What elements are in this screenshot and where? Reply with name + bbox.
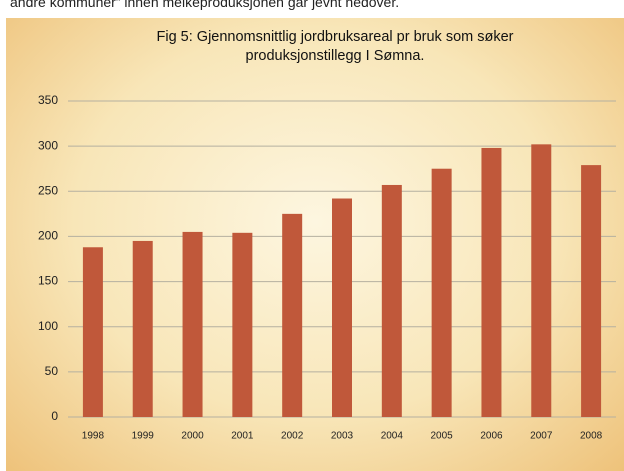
- bar: [132, 240, 153, 417]
- x-tick-label: 2006: [480, 431, 503, 442]
- y-tick-label: 100: [38, 319, 58, 333]
- bar: [332, 198, 352, 417]
- y-tick-label: 300: [38, 138, 58, 152]
- bar: [381, 184, 402, 417]
- x-tick-label: 2007: [530, 431, 553, 442]
- bar: [182, 231, 203, 417]
- x-tick-label: 2000: [181, 431, 204, 442]
- bar: [431, 168, 452, 417]
- x-tick-label: 1998: [82, 431, 105, 442]
- bar: [581, 165, 602, 417]
- bar: [232, 232, 253, 417]
- y-tick-label: 200: [38, 229, 58, 243]
- x-tick-label: 2002: [281, 431, 304, 442]
- chart-title: Fig 5: Gjennomsnittlig jordbruksareal pr…: [156, 29, 514, 64]
- bar: [531, 144, 552, 417]
- y-tick-label: 150: [38, 274, 58, 288]
- y-tick-label: 50: [45, 364, 59, 378]
- bar: [481, 147, 502, 417]
- x-tick-label: 2001: [231, 431, 254, 442]
- x-tick-label: 2008: [580, 431, 603, 442]
- y-tick-label: 0: [51, 409, 58, 423]
- chart-panel: [6, 18, 624, 471]
- body-text: andre kommuner” innen melkeproduksjonen …: [10, 0, 400, 10]
- bar: [82, 247, 103, 417]
- x-tick-label: 2003: [331, 431, 354, 442]
- y-tick-label: 350: [38, 93, 58, 107]
- bar: [282, 213, 303, 417]
- x-tick-label: 2005: [431, 431, 454, 442]
- x-tick-label: 1999: [132, 431, 155, 442]
- x-tick-label: 2004: [381, 431, 404, 442]
- y-tick-label: 250: [38, 183, 58, 197]
